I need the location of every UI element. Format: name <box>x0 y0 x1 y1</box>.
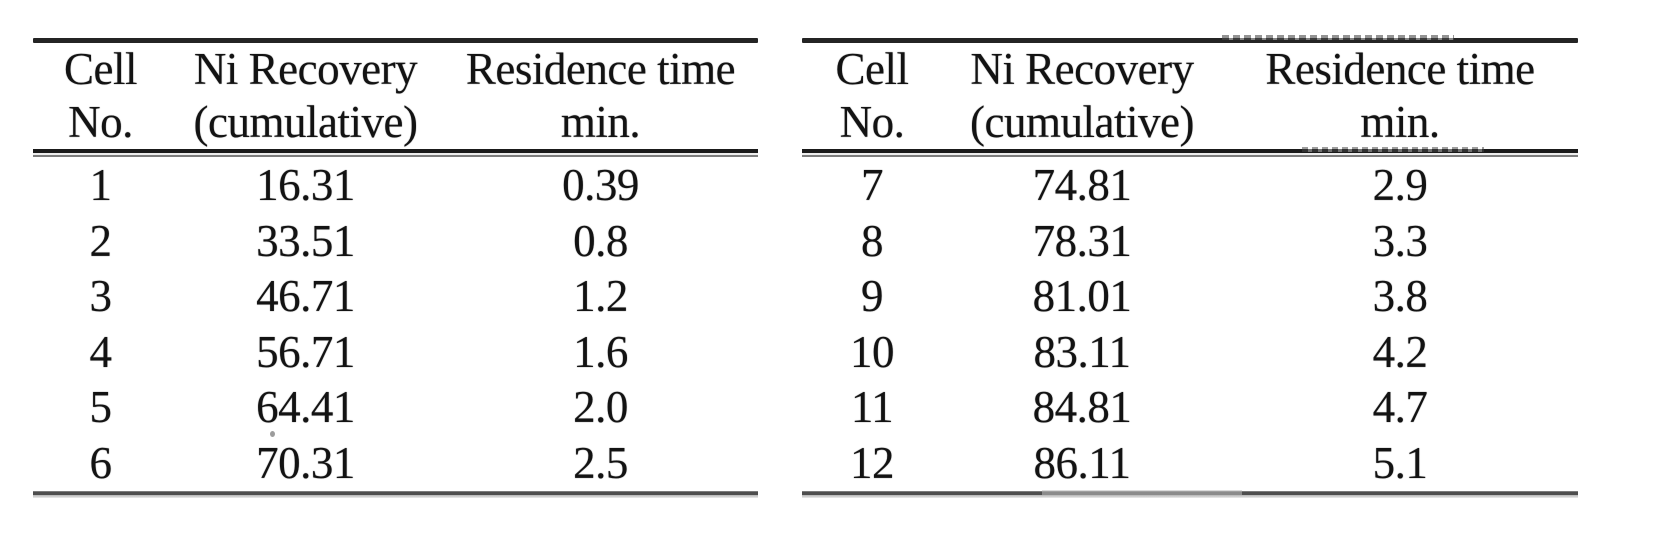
residence-time-value: 5.1 <box>1372 437 1428 488</box>
cell-no-value: 3 <box>89 271 113 321</box>
cell-no-value: 2 <box>89 215 113 266</box>
header-residence-time-line2: min. <box>560 97 641 147</box>
header-separator-rule <box>802 149 1578 157</box>
ni-recovery-value: 86.11 <box>1033 437 1131 488</box>
cell-no-value: 11 <box>850 382 894 432</box>
cell-no-value: 6 <box>89 437 113 488</box>
cell-no-value: 12 <box>850 437 895 488</box>
cell-no-value: 1 <box>89 160 113 210</box>
header-cell-no: Cell No. <box>33 43 168 149</box>
table-body: 1 16.31 0.39 2 33.51 0.8 3 46.71 1.2 4 5… <box>33 158 758 491</box>
cell-no-value: 7 <box>861 160 884 210</box>
top-rule <box>802 38 1578 43</box>
bottom-rule <box>802 491 1578 498</box>
residence-time-value: 0.39 <box>562 160 639 210</box>
residence-time-value: 2.0 <box>573 382 628 432</box>
header-residence-time: Residence time min. <box>1222 43 1578 149</box>
header-residence-time: Residence time min. <box>443 43 758 149</box>
recovery-table-left: Cell No. Ni Recovery (cumulative) Reside… <box>33 0 758 520</box>
cell-no-value: 5 <box>89 382 113 432</box>
header-ni-recovery: Ni Recovery (cumulative) <box>942 43 1222 149</box>
ni-recovery-value: 83.11 <box>1033 326 1131 377</box>
ni-recovery-value: 78.31 <box>1032 215 1132 266</box>
residence-time-value: 3.8 <box>1372 271 1428 321</box>
header-residence-time-line1: Residence time <box>1265 44 1535 94</box>
residence-time-value: 2.5 <box>573 437 628 488</box>
cell-no-value: 4 <box>89 326 113 377</box>
header-separator-rule <box>33 149 758 157</box>
header-cell-no-line1: Cell <box>64 44 138 94</box>
header-ni-recovery: Ni Recovery (cumulative) <box>168 43 443 149</box>
residence-time-value: 3.3 <box>1372 215 1428 266</box>
cell-no-value: 10 <box>850 326 895 377</box>
header-cell-no: Cell No. <box>802 43 942 149</box>
top-rule <box>33 38 758 43</box>
table-header-row: Cell No. Ni Recovery (cumulative) Reside… <box>802 43 1578 149</box>
header-cell-no-line2: No. <box>839 97 905 147</box>
table-header-row: Cell No. Ni Recovery (cumulative) Reside… <box>33 43 758 149</box>
ni-recovery-value: 70.31 <box>256 437 355 488</box>
header-cell-no-line1: Cell <box>835 44 910 94</box>
recovery-table-right: Cell No. Ni Recovery (cumulative) Reside… <box>802 0 1578 520</box>
cell-no-value: 8 <box>861 215 884 266</box>
header-ni-recovery-line1: Ni Recovery <box>970 44 1194 94</box>
header-ni-recovery-line2: (cumulative) <box>970 97 1194 147</box>
residence-time-value: 4.2 <box>1372 326 1428 377</box>
ni-recovery-value: 33.51 <box>256 215 355 266</box>
header-residence-time-line1: Residence time <box>465 44 736 94</box>
residence-time-value: 4.7 <box>1372 382 1428 432</box>
residence-time-value: 1.2 <box>573 271 628 321</box>
residence-time-value: 0.8 <box>573 215 628 266</box>
header-ni-recovery-line1: Ni Recovery <box>193 44 418 94</box>
bottom-rule <box>33 491 758 498</box>
ni-recovery-value: 74.81 <box>1032 160 1132 210</box>
ni-recovery-value: 16.31 <box>256 160 355 210</box>
table-body: 7 74.81 2.9 8 78.31 3.3 9 81.01 3.8 10 8… <box>802 158 1578 491</box>
ni-recovery-value: 56.71 <box>256 326 355 377</box>
ni-recovery-value: 81.01 <box>1032 271 1132 321</box>
header-cell-no-line2: No. <box>68 97 133 147</box>
cell-no-value: 9 <box>861 271 884 321</box>
residence-time-value: 1.6 <box>573 326 628 377</box>
ni-recovery-value: 64.41 <box>256 382 355 432</box>
ni-recovery-value: 84.81 <box>1032 382 1132 432</box>
header-residence-time-line2: min. <box>1360 97 1440 147</box>
header-ni-recovery-line2: (cumulative) <box>193 97 418 147</box>
ni-recovery-value: 46.71 <box>256 271 355 321</box>
residence-time-value: 2.9 <box>1372 160 1428 210</box>
